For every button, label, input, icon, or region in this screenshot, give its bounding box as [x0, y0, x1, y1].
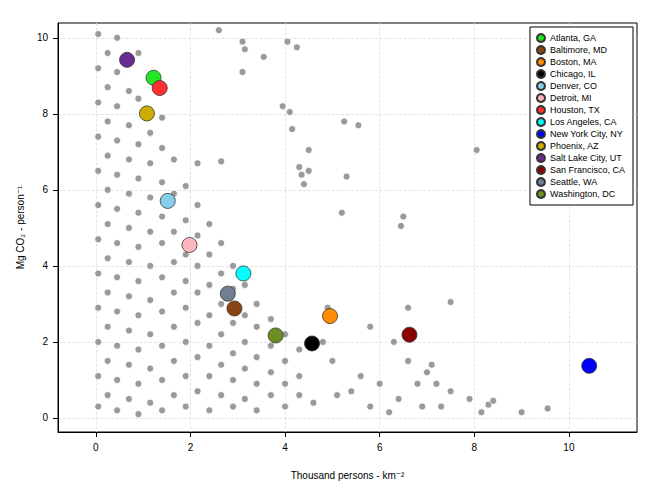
- svg-text:10: 10: [37, 32, 49, 43]
- svg-text:6: 6: [377, 442, 383, 453]
- svg-text:Mg CO₂ - person⁻¹: Mg CO₂ - person⁻¹: [15, 185, 26, 269]
- svg-text:4: 4: [282, 442, 288, 453]
- svg-text:0: 0: [93, 442, 99, 453]
- svg-text:San Francisco, CA: San Francisco, CA: [550, 165, 625, 175]
- svg-text:Seattle, WA: Seattle, WA: [550, 177, 597, 187]
- svg-text:2: 2: [42, 336, 48, 347]
- svg-text:0: 0: [42, 412, 48, 423]
- svg-text:Chicago, IL: Chicago, IL: [550, 69, 596, 79]
- svg-text:8: 8: [42, 108, 48, 119]
- svg-text:Detroit, MI: Detroit, MI: [550, 93, 592, 103]
- svg-text:Phoenix, AZ: Phoenix, AZ: [550, 141, 599, 151]
- svg-text:Atlanta, GA: Atlanta, GA: [550, 33, 596, 43]
- svg-text:4: 4: [42, 260, 48, 271]
- svg-text:Boston, MA: Boston, MA: [550, 57, 597, 67]
- svg-text:Baltimore, MD: Baltimore, MD: [550, 45, 608, 55]
- svg-text:Salt Lake City, UT: Salt Lake City, UT: [550, 153, 622, 163]
- svg-text:2: 2: [188, 442, 194, 453]
- svg-text:Washington, DC: Washington, DC: [550, 189, 616, 199]
- svg-text:Denver, CO: Denver, CO: [550, 81, 597, 91]
- svg-text:8: 8: [471, 442, 477, 453]
- svg-text:10: 10: [563, 442, 575, 453]
- svg-text:Houston, TX: Houston, TX: [550, 105, 600, 115]
- svg-text:Los Angeles, CA: Los Angeles, CA: [550, 117, 617, 127]
- svg-text:6: 6: [42, 184, 48, 195]
- svg-text:Thousand persons - km⁻²: Thousand persons - km⁻²: [291, 470, 405, 481]
- svg-text:New York City, NY: New York City, NY: [550, 129, 623, 139]
